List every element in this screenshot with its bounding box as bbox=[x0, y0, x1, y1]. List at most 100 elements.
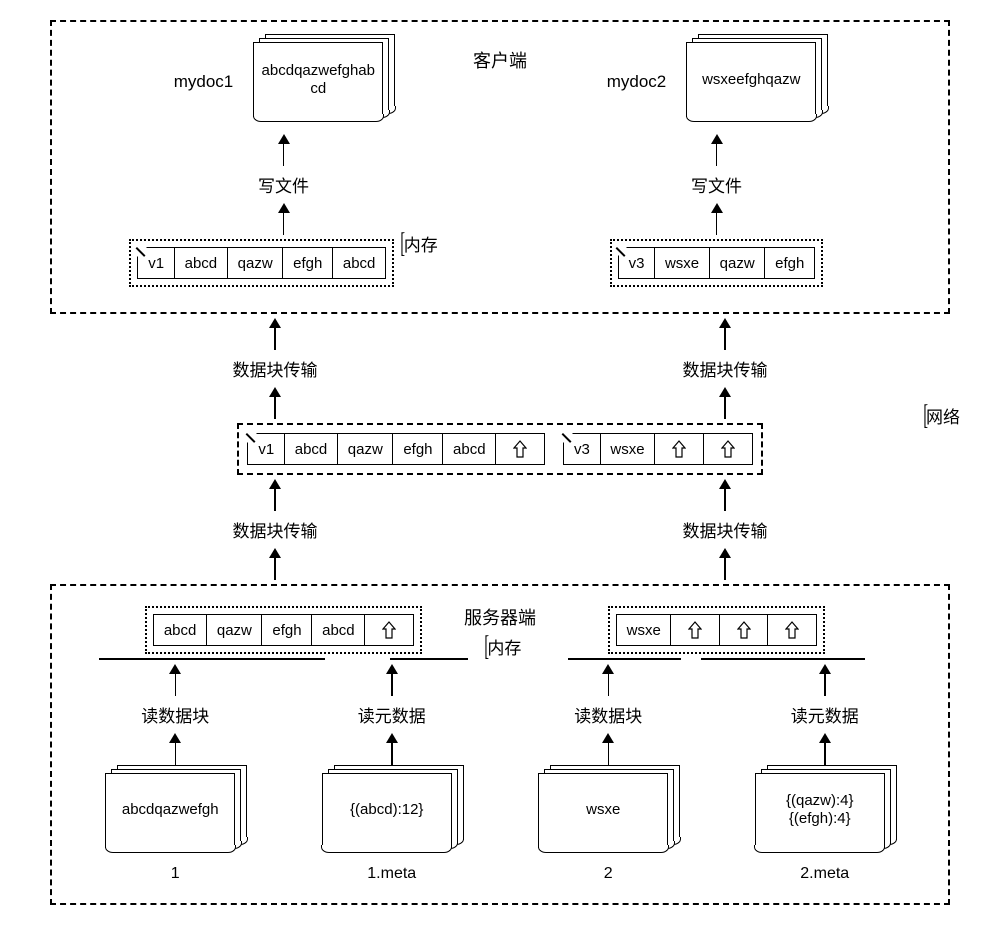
arrow-up-icon bbox=[269, 387, 281, 419]
client-mem1-row: v1 abcd qazw efgh abcd [内存 bbox=[129, 239, 437, 287]
mydoc1-label: mydoc1 bbox=[174, 72, 234, 92]
between-1: 数据块传输 数据块传输 bbox=[50, 314, 950, 423]
mem-cell: efgh bbox=[282, 247, 333, 279]
file1meta-name: 1.meta bbox=[367, 865, 416, 883]
client-mem1: v1 abcd qazw efgh abcd bbox=[129, 239, 394, 287]
server-mem2: wsxe bbox=[608, 606, 826, 654]
mem-cell: qazw bbox=[709, 247, 766, 279]
arrow-up-icon bbox=[169, 733, 181, 765]
read-block-1: 读数据块 bbox=[141, 702, 209, 727]
mydoc2-file: wsxeefghqazw bbox=[686, 42, 826, 122]
arrow-up-icon bbox=[386, 733, 398, 765]
arrow-up-icon bbox=[278, 134, 290, 166]
file2meta-l1: {(qazw):4} bbox=[786, 792, 854, 810]
pointer-cell bbox=[364, 614, 414, 646]
arrow-up-icon bbox=[719, 479, 731, 511]
mem-cell: v3 bbox=[618, 247, 656, 279]
arrow-up-icon bbox=[278, 203, 290, 235]
memory-label-1: [内存 bbox=[398, 231, 437, 256]
net-cell: abcd bbox=[442, 433, 497, 465]
file-2: wsxe bbox=[538, 773, 678, 853]
network-panel: v1 abcd qazw efgh abcd v3 wsxe bbox=[237, 423, 762, 475]
file2-name: 2 bbox=[604, 865, 613, 883]
file1meta-content: {(abcd):12} bbox=[350, 801, 423, 819]
hollow-up-arrow-icon bbox=[737, 621, 751, 639]
hollow-up-arrow-icon bbox=[672, 440, 686, 458]
pointer-cell bbox=[719, 614, 769, 646]
arrow-up-icon bbox=[711, 134, 723, 166]
hollow-up-arrow-icon bbox=[688, 621, 702, 639]
file1-name: 1 bbox=[171, 865, 180, 883]
file2-content: wsxe bbox=[586, 801, 620, 819]
file-1: abcdqazwefgh bbox=[105, 773, 245, 853]
net-cell: v3 bbox=[563, 433, 601, 465]
arrow-up-icon bbox=[269, 479, 281, 511]
mem-cell: abcd bbox=[153, 614, 208, 646]
arrow-up-icon bbox=[719, 318, 731, 350]
transfer-label: 数据块传输 bbox=[233, 517, 318, 542]
arrow-up-icon bbox=[169, 664, 181, 696]
write-file-1: 写文件 bbox=[258, 172, 309, 197]
arrow-up-icon bbox=[711, 203, 723, 235]
net-cell: v1 bbox=[247, 433, 285, 465]
mem-cell: abcd bbox=[174, 247, 229, 279]
file1-content: abcdqazwefgh bbox=[122, 801, 219, 819]
arrow-up-icon bbox=[602, 733, 614, 765]
arrow-up-icon bbox=[819, 664, 831, 696]
file2meta-name: 2.meta bbox=[800, 865, 849, 883]
server-left: abcd qazw efgh abcd 读数据块 bbox=[67, 606, 500, 883]
hollow-up-arrow-icon bbox=[513, 440, 527, 458]
mem-cell: v1 bbox=[137, 247, 175, 279]
network-label: [网络 bbox=[921, 403, 960, 428]
pointer-cell bbox=[654, 433, 704, 465]
net-cell: abcd bbox=[284, 433, 339, 465]
server-right: wsxe 读数据块 bbox=[500, 606, 933, 883]
mydoc2-content: wsxeefghqazw bbox=[702, 71, 800, 89]
hollow-up-arrow-icon bbox=[382, 621, 396, 639]
transfer-label: 数据块传输 bbox=[683, 517, 768, 542]
server-memory-label: [内存 bbox=[482, 634, 521, 659]
file-1meta: {(abcd):12} bbox=[322, 773, 462, 853]
between-2: 数据块传输 数据块传输 bbox=[50, 475, 950, 584]
server-mem1: abcd qazw efgh abcd bbox=[145, 606, 422, 654]
mydoc1-content: abcdqazwefghabcd bbox=[260, 62, 376, 98]
arrow-up-icon bbox=[719, 548, 731, 580]
hollow-up-arrow-icon bbox=[721, 440, 735, 458]
pointer-cell bbox=[703, 433, 753, 465]
mem-cell: abcd bbox=[311, 614, 366, 646]
file2meta-l2: {(efgh):4} bbox=[789, 810, 851, 828]
server-title: 服务器端 bbox=[464, 604, 536, 630]
arrow-up-icon bbox=[386, 664, 398, 696]
hollow-up-arrow-icon bbox=[785, 621, 799, 639]
arrow-up-icon bbox=[602, 664, 614, 696]
read-meta-2: 读元数据 bbox=[791, 702, 859, 727]
net-left: v1 abcd qazw efgh abcd bbox=[247, 433, 545, 465]
mem-cell: wsxe bbox=[616, 614, 672, 646]
arrow-up-icon bbox=[269, 548, 281, 580]
mydoc1-col: mydoc1 abcdqazwefghabcd 写文件 v1 abcd qazw… bbox=[67, 42, 500, 287]
transfer-label: 数据块传输 bbox=[683, 356, 768, 381]
net-right: v3 wsxe bbox=[563, 433, 753, 465]
arrow-up-icon bbox=[819, 733, 831, 765]
net-cell: wsxe bbox=[599, 433, 655, 465]
arrow-up-icon bbox=[269, 318, 281, 350]
client-mem2: v3 wsxe qazw efgh bbox=[610, 239, 824, 287]
mydoc2-col: mydoc2 wsxeefghqazw 写文件 v3 wsxe qazw efg… bbox=[500, 42, 933, 287]
net-cell: qazw bbox=[337, 433, 394, 465]
transfer-label: 数据块传输 bbox=[233, 356, 318, 381]
mydoc1-file: abcdqazwefghabcd bbox=[253, 42, 393, 122]
pointer-cell bbox=[495, 433, 545, 465]
arrow-up-icon bbox=[719, 387, 731, 419]
mem-cell: qazw bbox=[206, 614, 263, 646]
read-block-2: 读数据块 bbox=[574, 702, 642, 727]
file-2meta: {(qazw):4} {(efgh):4} bbox=[755, 773, 895, 853]
mem-cell: qazw bbox=[227, 247, 284, 279]
server-panel: 服务器端 abcd qazw efgh abcd bbox=[50, 584, 950, 905]
net-cell: efgh bbox=[392, 433, 443, 465]
mem-cell: wsxe bbox=[654, 247, 710, 279]
pointer-cell bbox=[670, 614, 720, 646]
mem-cell: abcd bbox=[332, 247, 387, 279]
network-row: v1 abcd qazw efgh abcd v3 wsxe [网络 bbox=[50, 423, 950, 475]
read-meta-1: 读元数据 bbox=[358, 702, 426, 727]
pointer-cell bbox=[767, 614, 817, 646]
